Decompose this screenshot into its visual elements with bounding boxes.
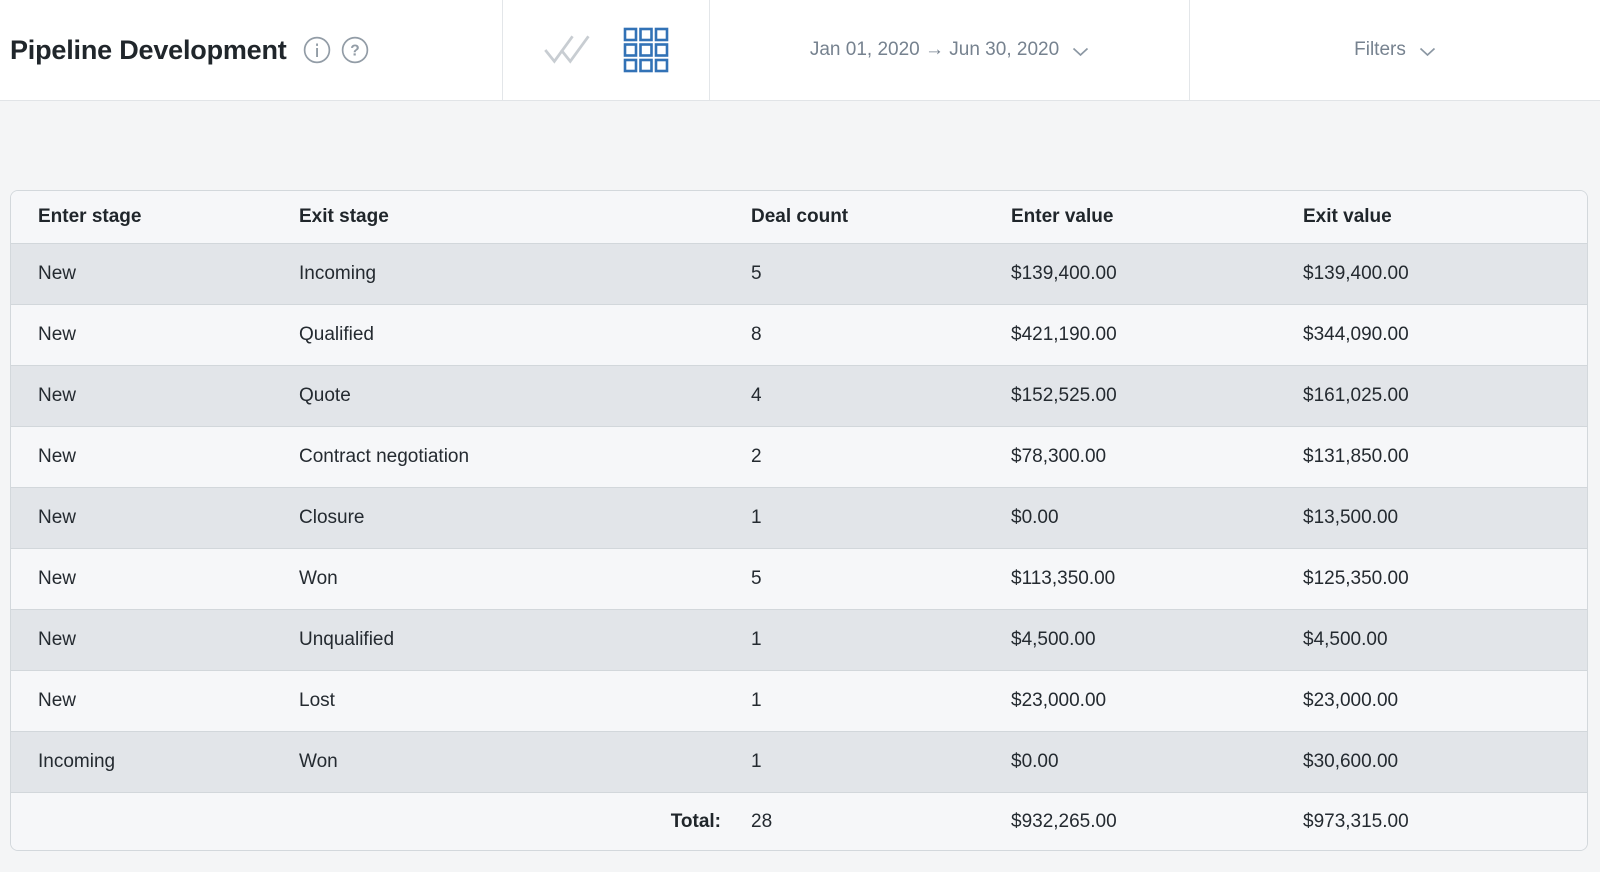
chevron-down-icon [1073,47,1089,56]
cell-exit-value: $30,600.00 [1303,751,1399,772]
cell-enter-value: $78,300.00 [1011,446,1107,467]
column-header-enter-stage: Enter stage [38,206,142,227]
cell-exit-stage: Lost [299,690,335,711]
cell-deal-count: 2 [751,446,762,467]
report-header: Pipeline Development ? [0,0,1600,101]
cell-enter-stage: New [38,385,77,406]
cell-deal-count: 8 [751,324,762,345]
cell-exit-value: $125,350.00 [1303,568,1409,589]
table-row[interactable]: New Qualified 8 $421,190.00 $344,090.00 [11,304,1587,365]
report-body: Enter stage Exit stage Deal count Enter … [0,101,1600,851]
table-row[interactable]: New Contract negotiation 2 $78,300.00 $1… [11,426,1587,487]
cell-deal-count: 1 [751,751,762,772]
cell-enter-value: $23,000.00 [1011,690,1107,711]
total-deal-count: 28 [751,810,773,832]
cell-exit-stage: Won [299,751,338,772]
date-range-label: Jan 01, 2020 → Jun 30, 2020 [809,39,1060,60]
cell-exit-value: $23,000.00 [1303,690,1399,711]
column-header-exit-value: Exit value [1303,206,1392,227]
table-row[interactable]: New Closure 1 $0.00 $13,500.00 [11,487,1587,548]
cell-enter-stage: New [38,263,77,284]
table-row[interactable]: New Incoming 5 $139,400.00 $139,400.00 [11,243,1587,304]
column-header-enter-value: Enter value [1011,206,1114,227]
insights-report-screen: Pipeline Development ? [0,0,1600,851]
cell-exit-stage: Incoming [299,263,377,284]
cell-enter-stage: New [38,324,77,345]
table-total-row: Total: 28 $932,265.00 $973,315.00 [11,792,1587,850]
title-section: Pipeline Development ? [0,0,503,100]
cell-enter-stage: Incoming [38,751,116,772]
page-title: Pipeline Development [10,34,287,65]
cell-enter-stage: New [38,568,77,589]
view-toggle-section [503,0,710,100]
table-header-row: Enter stage Exit stage Deal count Enter … [11,191,1587,243]
cell-deal-count: 1 [751,690,762,711]
pipeline-table: Enter stage Exit stage Deal count Enter … [10,190,1588,851]
cell-exit-stage: Quote [299,385,351,406]
column-header-deal-count: Deal count [751,206,849,227]
cell-exit-value: $344,090.00 [1303,324,1409,345]
grid-icon [623,27,669,73]
cell-enter-value: $113,350.00 [1011,568,1116,589]
table-row[interactable]: New Quote 4 $152,525.00 $161,025.00 [11,365,1587,426]
table-row[interactable]: New Lost 1 $23,000.00 $23,000.00 [11,670,1587,731]
chart-view-button[interactable] [543,31,593,69]
cell-exit-value: $139,400.00 [1303,263,1409,284]
info-icon[interactable] [303,36,331,64]
table-row[interactable]: New Won 5 $113,350.00 $125,350.00 [11,548,1587,609]
cell-enter-stage: New [38,446,77,467]
filters-selector[interactable]: Filters [1190,0,1600,100]
table-row[interactable]: New Unqualified 1 $4,500.00 $4,500.00 [11,609,1587,670]
total-label: Total: [670,810,721,832]
table-view-button[interactable] [623,27,669,73]
cell-exit-value: $161,025.00 [1303,385,1409,406]
cell-deal-count: 5 [751,263,762,284]
cell-exit-stage: Won [299,568,338,589]
cell-enter-value: $421,190.00 [1011,324,1117,345]
total-enter-value: $932,265.00 [1011,810,1117,832]
cell-deal-count: 1 [751,629,762,650]
cell-enter-stage: New [38,629,77,650]
cell-deal-count: 4 [751,385,762,406]
cell-enter-value: $4,500.00 [1011,629,1096,650]
cell-enter-value: $139,400.00 [1011,263,1117,284]
cell-exit-value: $131,850.00 [1303,446,1409,467]
cell-exit-stage: Contract negotiation [299,446,470,467]
total-exit-value: $973,315.00 [1303,810,1409,832]
cell-enter-stage: New [38,690,77,711]
cell-enter-stage: New [38,507,77,528]
cell-exit-stage: Unqualified [299,629,395,650]
cell-exit-value: $13,500.00 [1303,507,1399,528]
cell-deal-count: 1 [751,507,762,528]
cell-exit-value: $4,500.00 [1303,629,1388,650]
column-header-exit-stage: Exit stage [299,206,389,227]
table-rows: New Incoming 5 $139,400.00 $139,400.00 N… [11,243,1587,792]
cell-exit-stage: Closure [299,507,365,528]
cell-enter-value: $0.00 [1011,751,1059,772]
svg-text:?: ? [350,43,359,60]
double-check-icon [544,35,590,64]
cell-enter-value: $0.00 [1011,507,1059,528]
cell-deal-count: 5 [751,568,762,589]
help-icon[interactable]: ? [341,36,369,64]
filters-label: Filters [1354,39,1406,60]
cell-exit-stage: Qualified [299,324,374,345]
chevron-down-icon [1419,47,1435,56]
table-row[interactable]: Incoming Won 1 $0.00 $30,600.00 [11,731,1587,792]
date-range-selector[interactable]: Jan 01, 2020 → Jun 30, 2020 [710,0,1190,100]
cell-enter-value: $152,525.00 [1011,385,1117,406]
